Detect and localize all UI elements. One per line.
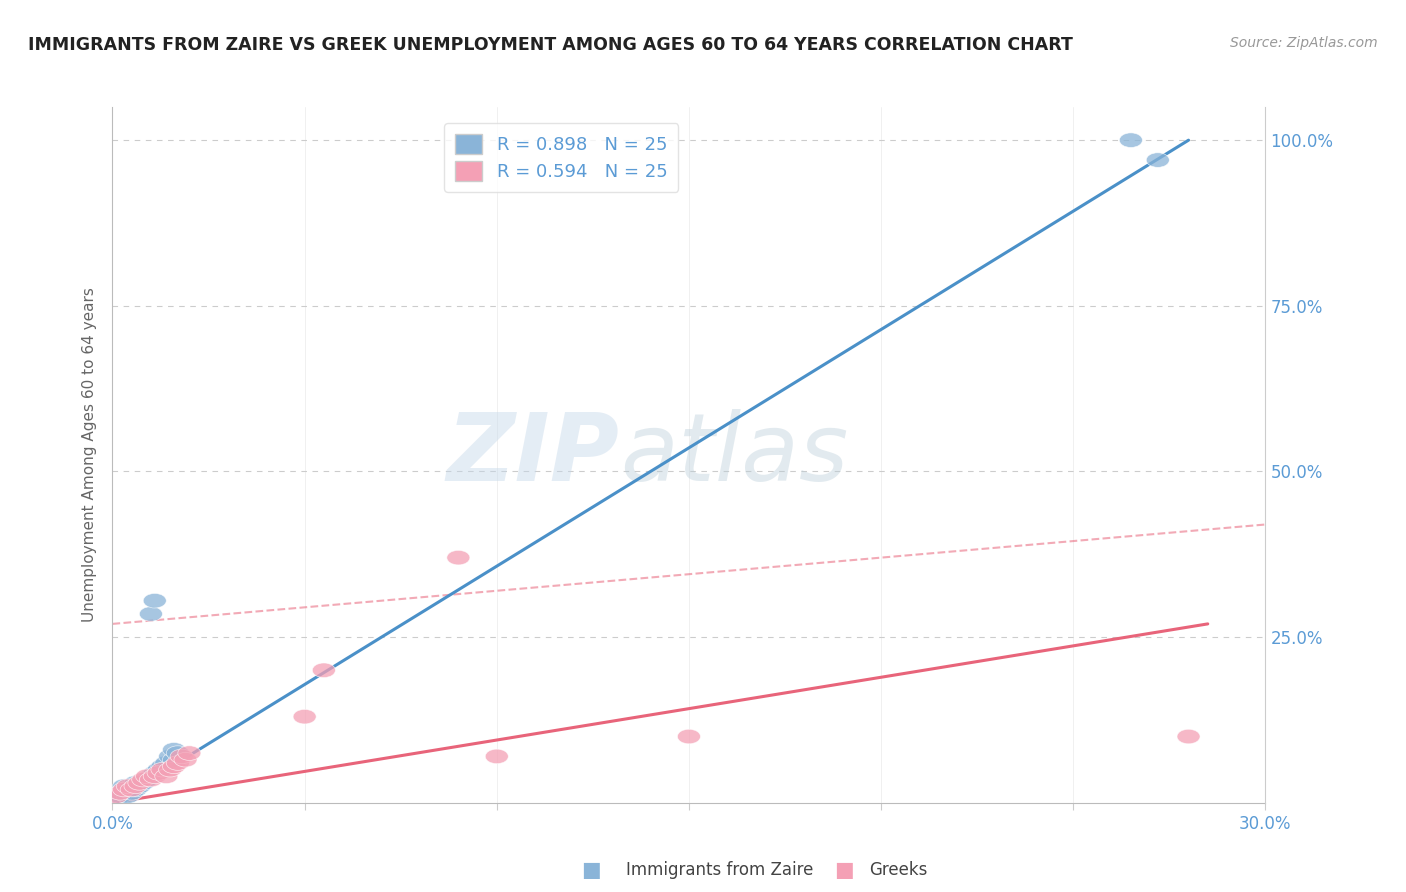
Ellipse shape xyxy=(150,763,174,777)
Ellipse shape xyxy=(139,772,163,787)
Ellipse shape xyxy=(108,789,132,804)
Ellipse shape xyxy=(1119,133,1143,147)
Ellipse shape xyxy=(117,789,139,804)
Ellipse shape xyxy=(112,779,135,794)
Legend: R = 0.898   N = 25, R = 0.594   N = 25: R = 0.898 N = 25, R = 0.594 N = 25 xyxy=(444,123,678,192)
Ellipse shape xyxy=(150,759,174,773)
Ellipse shape xyxy=(485,749,509,764)
Ellipse shape xyxy=(124,776,148,790)
Ellipse shape xyxy=(163,759,186,773)
Text: Immigrants from Zaire: Immigrants from Zaire xyxy=(626,861,813,879)
Text: ■: ■ xyxy=(581,860,600,880)
Ellipse shape xyxy=(1146,153,1170,168)
Ellipse shape xyxy=(1177,730,1201,744)
Ellipse shape xyxy=(447,550,470,565)
Ellipse shape xyxy=(139,607,163,621)
Text: ZIP: ZIP xyxy=(447,409,620,501)
Ellipse shape xyxy=(143,765,166,780)
Ellipse shape xyxy=(312,663,336,678)
Ellipse shape xyxy=(120,779,143,794)
Ellipse shape xyxy=(117,779,139,794)
Ellipse shape xyxy=(148,763,170,777)
Ellipse shape xyxy=(143,593,166,608)
Ellipse shape xyxy=(132,772,155,787)
Ellipse shape xyxy=(135,769,159,783)
Text: IMMIGRANTS FROM ZAIRE VS GREEK UNEMPLOYMENT AMONG AGES 60 TO 64 YEARS CORRELATIO: IMMIGRANTS FROM ZAIRE VS GREEK UNEMPLOYM… xyxy=(28,36,1073,54)
Ellipse shape xyxy=(120,786,143,800)
Ellipse shape xyxy=(128,779,150,794)
Ellipse shape xyxy=(112,782,135,797)
Text: Greeks: Greeks xyxy=(869,861,928,879)
Ellipse shape xyxy=(166,746,190,760)
Ellipse shape xyxy=(166,756,190,771)
Text: atlas: atlas xyxy=(620,409,848,500)
Ellipse shape xyxy=(159,763,181,777)
Ellipse shape xyxy=(108,786,132,800)
Ellipse shape xyxy=(678,730,700,744)
Ellipse shape xyxy=(143,769,166,783)
Ellipse shape xyxy=(105,792,128,806)
Ellipse shape xyxy=(155,769,177,783)
Ellipse shape xyxy=(135,772,159,787)
Ellipse shape xyxy=(124,779,148,794)
Ellipse shape xyxy=(128,776,150,790)
Ellipse shape xyxy=(170,749,193,764)
Ellipse shape xyxy=(148,765,170,780)
Ellipse shape xyxy=(132,776,155,790)
Ellipse shape xyxy=(155,756,177,771)
Ellipse shape xyxy=(108,786,132,800)
Ellipse shape xyxy=(117,782,139,797)
Ellipse shape xyxy=(159,749,181,764)
Ellipse shape xyxy=(177,746,201,760)
Ellipse shape xyxy=(139,769,163,783)
Text: ■: ■ xyxy=(834,860,853,880)
Ellipse shape xyxy=(112,782,135,797)
Ellipse shape xyxy=(292,709,316,724)
Ellipse shape xyxy=(124,782,148,797)
Ellipse shape xyxy=(174,753,197,767)
Ellipse shape xyxy=(163,742,186,757)
Text: Source: ZipAtlas.com: Source: ZipAtlas.com xyxy=(1230,36,1378,50)
Ellipse shape xyxy=(163,753,186,767)
Ellipse shape xyxy=(105,789,128,804)
Y-axis label: Unemployment Among Ages 60 to 64 years: Unemployment Among Ages 60 to 64 years xyxy=(82,287,97,623)
Ellipse shape xyxy=(120,782,143,797)
